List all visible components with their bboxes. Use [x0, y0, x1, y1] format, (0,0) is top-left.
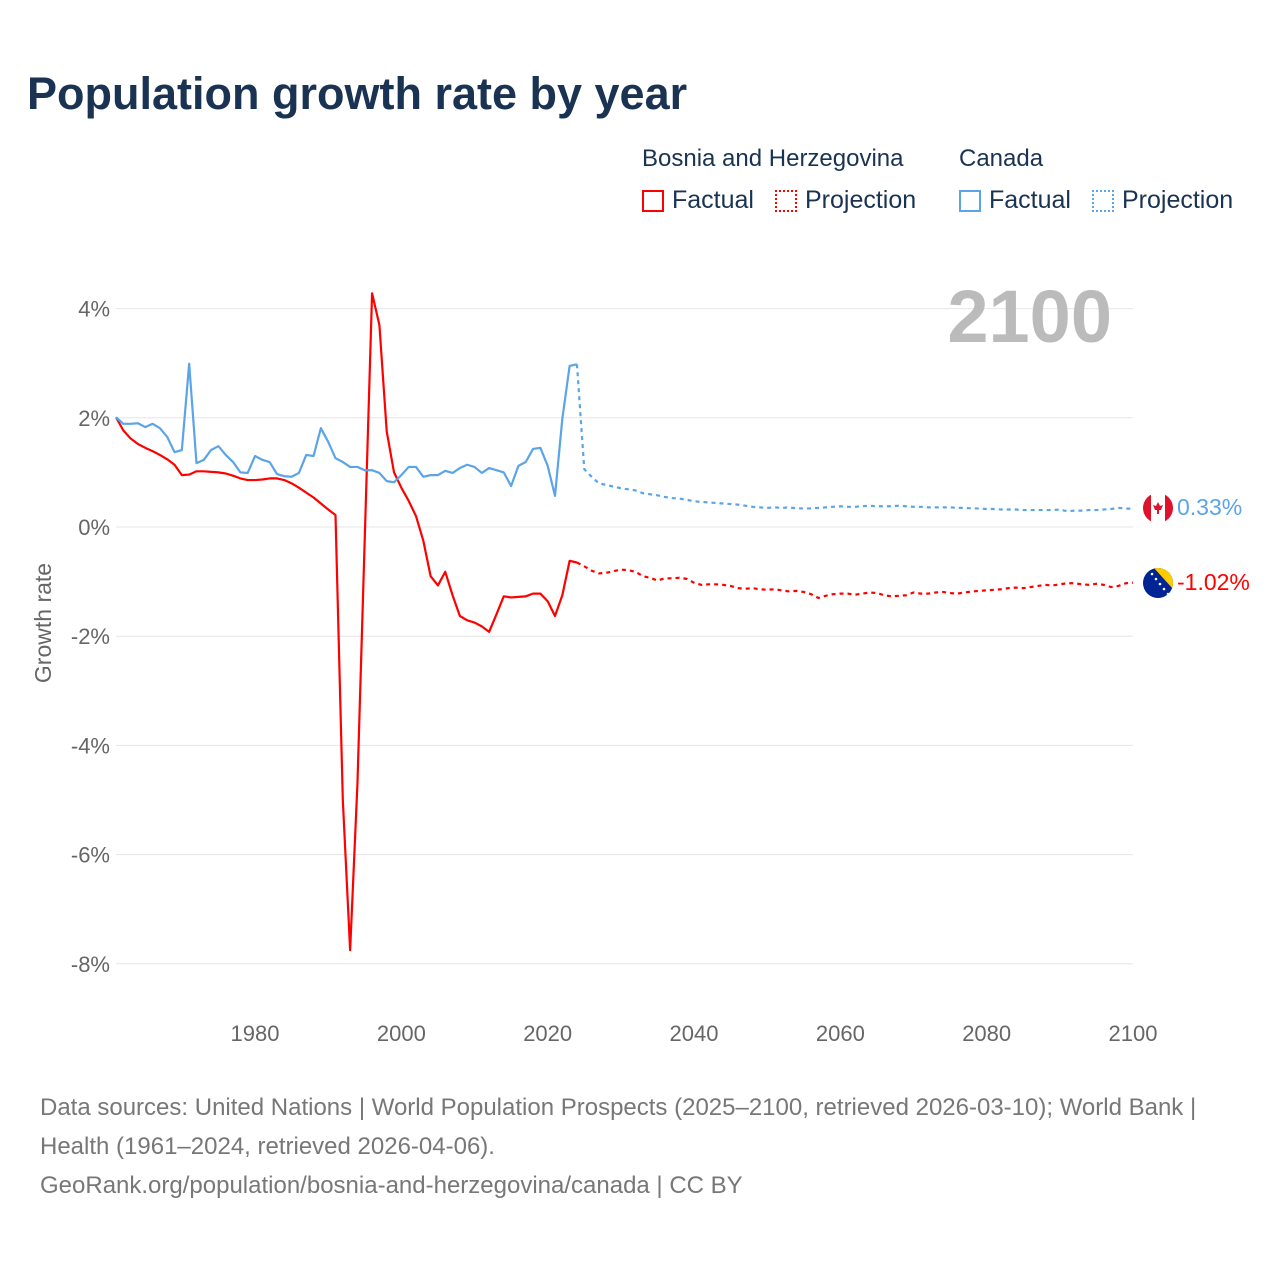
y-tick-label: -2%	[71, 624, 110, 649]
legend-swatch-solid	[959, 189, 981, 212]
canada-factual-line	[115, 362, 578, 497]
bosnia-end-label: -1.02%	[1177, 569, 1250, 595]
chart-title: Population growth rate by year	[27, 68, 688, 119]
legend-canada-factual[interactable]: Factual	[959, 186, 1071, 215]
legend-swatch-dotted	[775, 189, 797, 212]
legend-group-canada: Canada	[959, 145, 1044, 172]
legend-bosnia-factual[interactable]: Factual	[642, 186, 754, 215]
x-tick-label: 2020	[523, 1021, 572, 1046]
y-tick-label: 0%	[78, 515, 110, 540]
legend-group-bosnia: Bosnia and Herzegovina	[642, 145, 904, 172]
bosnia-and-herzegovina-factual-line	[115, 292, 578, 952]
x-tick-label: 1980	[231, 1021, 280, 1046]
bosnia-flag-icon	[1143, 568, 1173, 598]
y-tick-label: 4%	[78, 297, 110, 322]
bosnia-and-herzegovina-projection-line	[576, 561, 1134, 600]
legend-label: Projection	[805, 186, 917, 214]
x-tick-label: 2000	[377, 1021, 426, 1046]
x-tick-label: 2080	[962, 1021, 1011, 1046]
legend-label: Projection	[1122, 186, 1234, 214]
footer: Data sources: United Nations | World Pop…	[40, 1088, 1240, 1205]
legend-swatch-solid	[642, 189, 664, 212]
x-tick-label: 2060	[816, 1021, 865, 1046]
y-tick-label: -4%	[71, 733, 110, 758]
y-tick-label: 2%	[78, 406, 110, 431]
legend-bosnia-projection[interactable]: Projection	[775, 186, 916, 215]
canada-projection-line	[575, 364, 1134, 513]
legend-label: Factual	[672, 186, 754, 214]
y-tick-label: -8%	[71, 952, 110, 977]
legend-canada-projection[interactable]: Projection	[1092, 186, 1233, 215]
year-watermark: 2100	[947, 275, 1112, 358]
y-axis-label: Growth rate	[30, 563, 56, 683]
x-tick-label: 2040	[670, 1021, 719, 1046]
x-tick-label: 2100	[1109, 1021, 1158, 1046]
attribution-link[interactable]: GeoRank.org/population/bosnia-and-herzeg…	[40, 1172, 743, 1199]
legend-label: Factual	[989, 186, 1071, 214]
legend-swatch-dotted	[1092, 189, 1114, 212]
y-tick-label: -6%	[71, 843, 110, 868]
data-sources: Data sources: United Nations | World Pop…	[40, 1094, 1197, 1160]
canada-end-label: 0.33%	[1177, 494, 1242, 520]
canada-flag-icon	[1143, 493, 1173, 523]
